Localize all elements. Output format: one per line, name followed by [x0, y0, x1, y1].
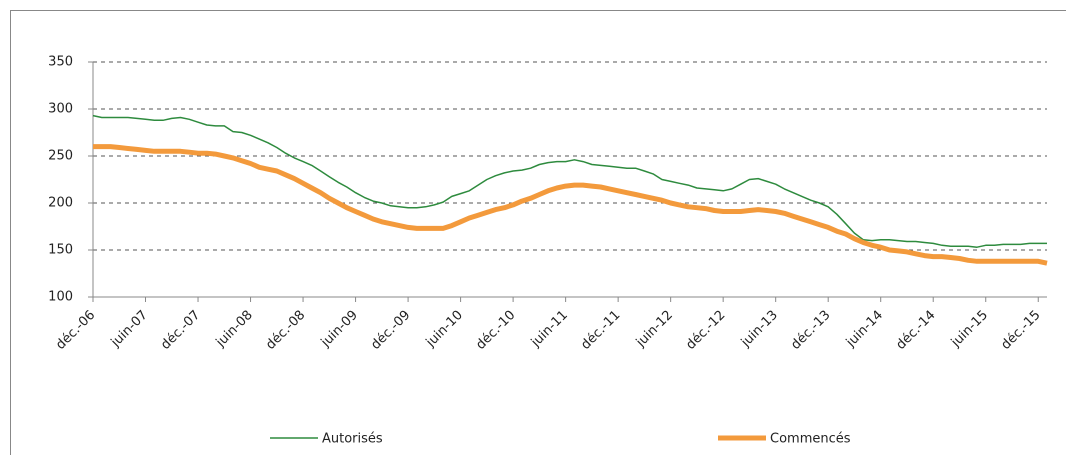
y-tick-label: 250 [48, 149, 73, 164]
y-tick-label: 150 [48, 243, 73, 258]
x-tick-label: juin-07 [108, 308, 151, 351]
y-tick-label: 300 [48, 102, 73, 117]
line [92, 114, 1047, 248]
y-tick-label: 200 [48, 196, 73, 211]
x-tick-label: déc.-12 [683, 308, 728, 353]
x-tick-label: juin-08 [213, 308, 256, 351]
legend-label: Commencés [770, 432, 851, 447]
y-tick-label: 100 [48, 290, 73, 305]
frame [10, 10, 1066, 455]
x-tick-label: déc.-10 [473, 308, 518, 353]
x-tick-label: déc.-09 [368, 308, 413, 353]
x-tick-label: juin-15 [948, 308, 991, 351]
line [93, 144, 1048, 266]
x-tick-label: juin-09 [318, 308, 361, 351]
x-tick-label: déc.-14 [893, 308, 938, 353]
x-tick-label: juin-11 [528, 308, 571, 351]
x-tick-label: juin-10 [423, 308, 466, 351]
x-tick-label: déc.-11 [578, 308, 623, 353]
x-tick-label: juin-14 [843, 308, 886, 351]
x-tick-label: déc.-06 [53, 308, 98, 353]
x-tick-label: juin-13 [738, 308, 781, 351]
y-tick-label: 350 [48, 55, 73, 70]
x-tick-label: déc.-13 [788, 308, 833, 353]
x-tick-label: déc.-15 [998, 308, 1043, 353]
x-tick-label: déc.-08 [263, 308, 308, 353]
x-tick-label: juin-12 [633, 308, 676, 351]
legend-label: Autorisés [322, 432, 383, 447]
x-tick-label: déc.-07 [158, 308, 203, 353]
